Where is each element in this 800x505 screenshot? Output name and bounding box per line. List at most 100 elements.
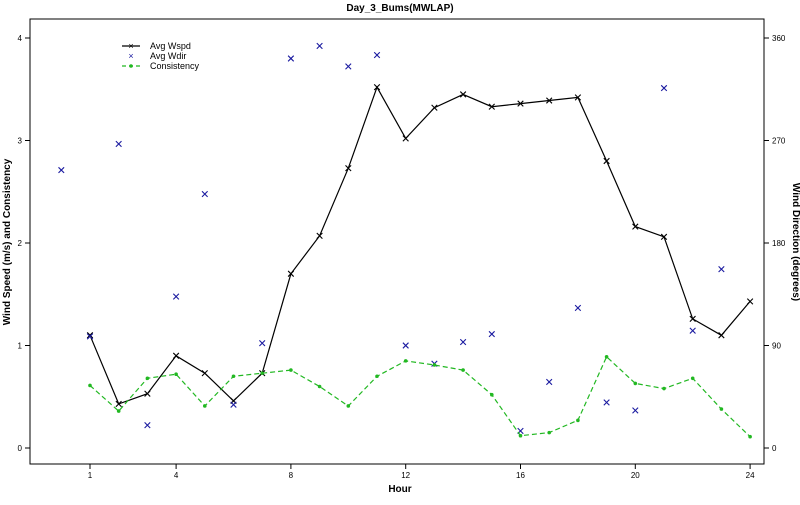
legend-avg-wspd-label: Avg Wspd — [150, 41, 191, 51]
avg-wdir-point — [287, 55, 295, 62]
avg-wspd-point — [603, 157, 610, 165]
avg-wdir-point-stroke — [259, 340, 266, 347]
avg-wspd-point-stroke — [660, 233, 668, 241]
avg-wdir-point-stroke — [632, 407, 639, 414]
avg-wdir-point — [172, 293, 180, 300]
avg-wspd-point — [517, 100, 524, 107]
avg-wspd-point-stroke — [115, 400, 122, 408]
avg-wspd-point — [172, 352, 180, 359]
consistency-point — [748, 434, 752, 439]
avg-wspd-point-stroke — [316, 232, 323, 240]
avg-wdir-point-stroke — [718, 266, 725, 273]
x-tick-label: 1 — [88, 471, 93, 480]
avg-wspd-point-stroke — [459, 91, 467, 98]
x-tick-label: 16 — [516, 471, 525, 480]
avg-wdir-point — [632, 407, 639, 414]
consistency-point — [604, 354, 609, 359]
legend-avg-wdir-marker: × — [128, 51, 133, 61]
avg-wdir-point — [402, 342, 409, 349]
avg-wdir-point — [345, 63, 352, 70]
consistency-point — [317, 384, 322, 389]
avg-wdir-point-stroke — [287, 55, 295, 62]
avg-wdir-point-stroke — [603, 399, 610, 406]
y-right-tick-label: 0 — [772, 444, 777, 453]
consistency-point — [662, 386, 666, 391]
y-left-tick-label: 4 — [18, 34, 23, 43]
y-axis-label-left: Wind Speed (m/s) and Consistency — [2, 158, 13, 325]
avg-wspd-point-stroke — [603, 157, 610, 165]
x-tick-label: 12 — [401, 471, 410, 480]
avg-wdir-point-stroke — [345, 63, 352, 70]
avg-wspd-point-stroke — [287, 270, 295, 277]
y-left-tick-label: 0 — [18, 444, 23, 453]
avg-wdir-point-stroke — [689, 327, 696, 334]
avg-wdir-point — [718, 266, 725, 273]
legend-avg-wspd-marker: × — [128, 41, 133, 51]
consistency-point — [375, 374, 379, 379]
avg-wdir-point-stroke — [546, 378, 553, 386]
x-tick-label: 4 — [174, 471, 179, 480]
chart-title: Day_3_Bums(MWLAP) — [346, 3, 453, 14]
avg-wspd-point-stroke — [144, 390, 151, 397]
avg-wdir-point — [689, 327, 696, 334]
avg-wdir-point-stroke — [115, 140, 122, 148]
avg-wdir-point — [316, 42, 323, 50]
avg-wspd-point — [201, 369, 208, 377]
consistency-point — [518, 433, 523, 438]
avg-wspd-line — [89, 85, 751, 405]
avg-wspd-point — [660, 233, 668, 241]
avg-wdir-point — [201, 190, 208, 198]
avg-wspd-point — [574, 94, 582, 101]
avg-wdir-point — [603, 399, 610, 406]
consistency-point — [289, 368, 293, 372]
x-tick-label: 20 — [631, 471, 640, 480]
avg-wspd-point-stroke — [172, 352, 180, 359]
avg-wdir-point-stroke — [86, 333, 94, 340]
consistency-point — [432, 363, 437, 367]
avg-wdir-point-stroke — [316, 42, 323, 50]
avg-wspd-point-stroke — [431, 104, 438, 111]
avg-wdir-point — [58, 166, 65, 174]
avg-wspd-point-stroke — [574, 94, 582, 101]
avg-wspd-point — [373, 84, 381, 91]
avg-wdir-point — [546, 378, 553, 386]
consistency-point — [346, 404, 351, 408]
avg-wdir-point-stroke — [660, 84, 668, 92]
avg-wspd-point-stroke — [689, 315, 696, 323]
avg-wdir-point-stroke — [58, 166, 65, 174]
x-axis-label: Hour — [388, 484, 411, 495]
consistency-point — [690, 376, 695, 381]
avg-wspd-point-stroke — [546, 97, 553, 104]
legend: × Avg Wspd × Avg Wdir Consistency — [122, 41, 200, 71]
consistency-point — [461, 368, 465, 372]
consistency-point — [547, 430, 551, 435]
avg-wdir-point — [459, 338, 467, 346]
consistency-point — [576, 418, 580, 423]
y-axis-label-right: Wind Direction (degrees) — [790, 183, 800, 301]
avg-wspd-point — [115, 400, 122, 408]
avg-wspd-point-stroke — [632, 223, 639, 230]
legend-consistency-label: Consistency — [150, 61, 200, 71]
avg-wdir-point — [86, 333, 94, 340]
avg-wdir-point-stroke — [201, 190, 208, 198]
avg-wspd-point — [144, 390, 151, 397]
y-right-tick-label: 180 — [772, 239, 786, 248]
x-tick-label: 8 — [289, 471, 294, 480]
avg-wdir-point-stroke — [230, 401, 237, 408]
avg-wdir-point-stroke — [373, 51, 381, 59]
avg-wdir-point-stroke — [144, 422, 151, 429]
avg-wspd-point-stroke — [201, 369, 208, 377]
y-left-tick-label: 3 — [18, 137, 23, 146]
avg-wdir-point — [373, 51, 381, 59]
avg-wdir-point — [144, 422, 151, 429]
avg-wspd-point — [431, 104, 438, 111]
avg-wspd-point-stroke — [402, 135, 409, 142]
avg-wspd-point — [488, 103, 495, 110]
consistency-point — [403, 359, 408, 363]
consistency-point — [260, 371, 265, 375]
avg-wspd-point-stroke — [488, 103, 495, 110]
avg-wspd-point — [316, 232, 323, 240]
avg-wspd-point — [345, 164, 352, 172]
